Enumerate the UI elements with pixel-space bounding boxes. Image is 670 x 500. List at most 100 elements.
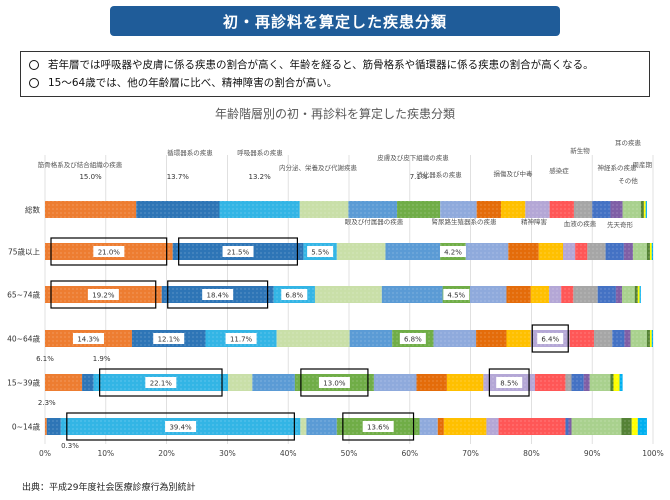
- bar-segment-texture: [651, 243, 653, 260]
- bar-segment-texture: [549, 286, 562, 303]
- data-label: 13.0%: [323, 380, 346, 388]
- data-label-bg: [165, 421, 197, 432]
- bar-segment-texture: [446, 374, 484, 391]
- bar-segment-texture: [619, 374, 623, 391]
- series-callout-label: その他: [618, 176, 638, 185]
- series-callout-label: 神経系の疾患: [598, 163, 638, 172]
- highlight-box: [66, 412, 295, 441]
- bullet-circle-icon: [29, 60, 39, 70]
- series-callout-label: 皮膚及び皮下組織の疾患: [377, 153, 449, 162]
- data-label: 13.6%: [367, 424, 390, 432]
- x-tick-label: 40%: [280, 449, 297, 458]
- summary-note: 若年層では呼吸器や皮膚に係る疾患の割合が高く、年齢を経ると、筋骨格系や循環器に係…: [29, 56, 641, 74]
- bar-segment-texture: [613, 374, 620, 391]
- chart-title: 年齢階層別の初・再診料を算定した疾患分類: [215, 106, 455, 121]
- bar-segment-texture: [561, 286, 574, 303]
- data-label: 4.5%: [447, 292, 465, 300]
- bar-segment-texture: [575, 243, 588, 260]
- series-callout-label: 循環器系の疾患: [167, 148, 213, 157]
- summary-notes: 若年層では呼吸器や皮膚に係る疾患の割合が高く、年齢を経ると、筋骨格系や循環器に係…: [20, 51, 650, 97]
- bar-segment-texture: [45, 418, 47, 435]
- data-label: 8.5%: [500, 380, 518, 388]
- bar-segment-texture: [634, 286, 638, 303]
- bar-segment-texture: [498, 418, 566, 435]
- bar-segment-texture: [373, 374, 417, 391]
- highlight-box: [167, 280, 269, 309]
- data-label-bg: [93, 246, 125, 257]
- bar-segment-texture: [651, 330, 653, 347]
- series-callout-label: 眼及び付属器の疾患: [345, 217, 404, 226]
- bar-segment-texture: [624, 330, 631, 347]
- x-tick-label: 60%: [401, 449, 418, 458]
- highlight-box: [342, 412, 415, 441]
- bar-segment-texture: [385, 243, 441, 260]
- x-tick-label: 90%: [584, 449, 601, 458]
- series-callout-label: 血液の疾患: [564, 219, 597, 228]
- bar-segment-texture: [589, 374, 611, 391]
- bar-segment-texture: [639, 286, 641, 303]
- bar-segment-texture: [465, 243, 509, 260]
- bar-segment-texture: [381, 286, 443, 303]
- series-callout-label: 精神障害: [521, 217, 548, 226]
- bar-segment-texture: [46, 418, 61, 435]
- data-label-bg: [225, 333, 257, 344]
- x-tick-label: 100%: [642, 449, 663, 458]
- summary-note-text: 15～64歳では、他の年齢層に比べ、精神障害の割合が高い。: [48, 77, 338, 89]
- data-label: 21.5%: [227, 249, 250, 257]
- bar-segment-texture: [508, 243, 539, 260]
- bar-segment-texture: [433, 330, 477, 347]
- bar-segment-texture: [649, 330, 652, 347]
- category-label: 総数: [25, 205, 40, 215]
- bar-segment-texture: [630, 330, 647, 347]
- data-label-bg: [281, 289, 308, 300]
- bar-segment-texture: [632, 243, 647, 260]
- bar-segment-texture: [300, 418, 307, 435]
- series-callout-label: 呼吸器系の疾患: [237, 148, 283, 157]
- bullet-circle-icon: [29, 78, 39, 88]
- summary-note: 15～64歳では、他の年齢層に比べ、精神障害の割合が高い。: [29, 74, 641, 92]
- bar-segment-texture: [336, 243, 386, 260]
- bar-segment-texture: [219, 201, 300, 218]
- data-label: 6.8%: [404, 336, 422, 344]
- bar-segment-texture: [612, 330, 625, 347]
- bar-segment-texture: [646, 243, 650, 260]
- data-label: 2.3%: [38, 399, 56, 407]
- bar-segment-texture: [549, 201, 574, 218]
- bar-segment-texture: [573, 201, 593, 218]
- bar-segment-texture: [45, 201, 137, 218]
- highlight-box: [300, 368, 369, 397]
- data-label: 5.5%: [311, 249, 329, 257]
- highlight-box: [178, 237, 298, 266]
- series-callout-label: 消化器系の疾患: [416, 170, 462, 179]
- bar-segment-texture: [571, 418, 622, 435]
- highlight-box: [50, 280, 157, 309]
- bar-segment-texture: [610, 374, 614, 391]
- data-label-bg: [153, 333, 185, 344]
- data-label: 4.2%: [444, 249, 462, 257]
- bar-segment-texture: [571, 374, 584, 391]
- data-label: 7.1%: [410, 173, 428, 181]
- data-label-bg: [145, 377, 177, 388]
- bar-segment-texture: [486, 418, 499, 435]
- bar-segment-texture: [348, 201, 398, 218]
- stacked-bar-chart: 年齢階層別の初・再診料を算定した疾患分類 0% 10% 20% 30% 40% 50% 60%…: [7, 106, 664, 458]
- bar-segment-texture: [506, 330, 531, 347]
- bar-segment-texture: [565, 374, 572, 391]
- series-callout-label: 内分泌、栄養及び代謝疾患: [279, 163, 358, 172]
- data-label: 19.2%: [92, 292, 115, 300]
- series-callout-label: 新生物: [570, 146, 590, 155]
- highlight-box: [50, 237, 168, 266]
- category-label: 0~14歳: [12, 422, 41, 432]
- bar-segment-texture: [592, 201, 611, 218]
- summary-note-text: 若年層では呼吸器や皮膚に係る疾患の割合が高く、年齢を経ると、筋骨格系や循環器に係…: [48, 59, 594, 71]
- bar-segment-texture: [587, 243, 606, 260]
- page-title: 初・再診料を算定した疾患分類: [222, 12, 447, 31]
- bar-segment-texture: [621, 418, 632, 435]
- x-tick-label: 0%: [39, 449, 51, 458]
- bar-segment-texture: [419, 418, 438, 435]
- bar-segment-texture: [299, 201, 349, 218]
- x-tick-label: 30%: [219, 449, 236, 458]
- bar-segment-texture: [469, 286, 507, 303]
- bar-segment-texture: [82, 374, 94, 391]
- data-label-bg: [399, 333, 426, 344]
